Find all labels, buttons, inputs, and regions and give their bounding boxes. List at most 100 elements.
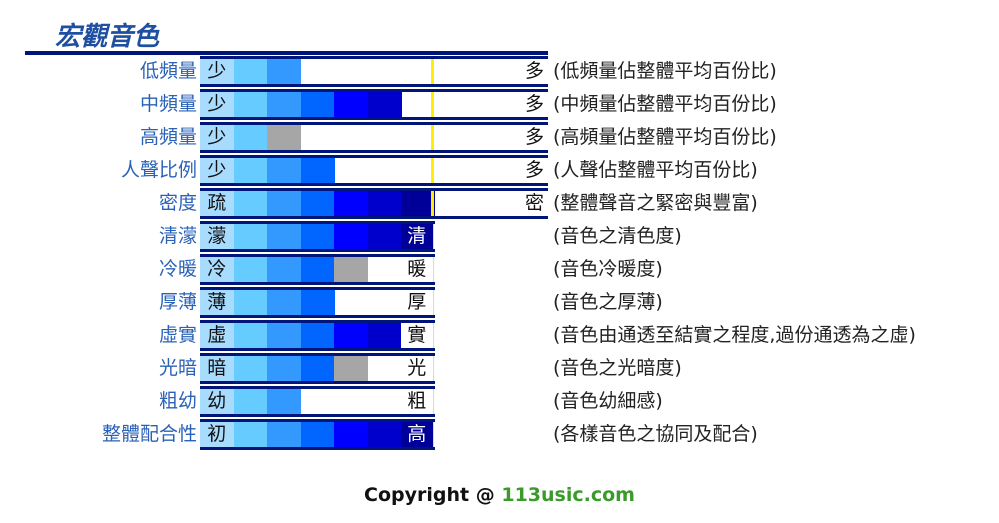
level-cell — [267, 389, 301, 414]
low-cell: 虛 — [200, 323, 234, 348]
level-cell — [233, 59, 268, 84]
level-cell — [367, 191, 402, 216]
level-cell — [367, 422, 402, 447]
level-cell — [267, 356, 301, 381]
level-cell — [267, 158, 301, 183]
row-description: (低頻量佔整體平均百份比) — [553, 60, 777, 82]
level-cell — [233, 224, 268, 249]
low-cell: 幼 — [200, 389, 234, 414]
row-description: (各樣音色之協同及配合) — [553, 423, 758, 445]
level-cell — [334, 224, 368, 249]
scale-end-line — [431, 356, 434, 381]
scale-end-line — [431, 389, 434, 414]
high-cell: 清 — [401, 224, 433, 249]
row-description: (音色之厚薄) — [553, 291, 663, 313]
level-cell — [267, 59, 301, 84]
row-description: (音色冷暖度) — [553, 258, 663, 280]
level-cell — [300, 191, 335, 216]
low-cell: 薄 — [200, 290, 234, 315]
high-cell: 光 — [401, 356, 433, 381]
row-label: 整體配合性 — [101, 423, 197, 445]
high-word: 多 — [524, 159, 544, 181]
title-rule — [25, 51, 548, 55]
row-label: 厚薄 — [158, 291, 197, 313]
row-label: 高頻量 — [139, 126, 197, 148]
level-cell — [233, 422, 268, 447]
level-cell — [233, 125, 268, 150]
row-description: (高頻量佔整體平均百份比) — [553, 126, 777, 148]
scale-end-line — [431, 158, 434, 183]
level-partial-cell — [334, 257, 368, 282]
row-description: (整體聲音之緊密與豐富) — [553, 192, 758, 214]
row-label: 光暗 — [158, 357, 197, 379]
high-cell: 厚 — [401, 290, 433, 315]
low-cell: 初 — [200, 422, 234, 447]
level-partial-cell — [267, 125, 301, 150]
level-cell — [300, 323, 335, 348]
level-cell — [267, 92, 301, 117]
row-label: 低頻量 — [139, 60, 197, 82]
low-cell: 疏 — [200, 191, 234, 216]
row-description: (音色幼細感) — [553, 390, 663, 412]
scale-end-line — [431, 125, 434, 150]
level-cell — [233, 290, 268, 315]
low-cell: 少 — [200, 59, 234, 84]
scale-end-line — [431, 290, 434, 315]
level-cell — [367, 92, 402, 117]
high-cell: 粗 — [401, 389, 433, 414]
high-word: 多 — [524, 126, 544, 148]
row-label: 冷暖 — [158, 258, 197, 280]
low-cell: 少 — [200, 125, 234, 150]
scale-end-line — [431, 224, 434, 249]
level-partial-cell — [334, 356, 368, 381]
row-label: 清濛 — [158, 225, 197, 247]
level-cell — [300, 158, 335, 183]
row-description: (中頻量佔整體平均百份比) — [553, 93, 777, 115]
level-cell — [233, 323, 268, 348]
level-cell — [401, 191, 435, 216]
level-cell — [233, 191, 268, 216]
level-cell — [300, 356, 335, 381]
scale-end-line — [431, 92, 434, 117]
footer: Copyright @ 113usic.com — [0, 484, 999, 506]
scale-end-line — [431, 257, 434, 282]
row-label: 中頻量 — [139, 93, 197, 115]
level-cell — [300, 224, 335, 249]
high-cell: 高 — [401, 422, 433, 447]
level-cell — [233, 92, 268, 117]
level-cell — [267, 422, 301, 447]
site: 113usic.com — [501, 484, 635, 506]
scale-end-line — [431, 191, 434, 216]
level-cell — [233, 389, 268, 414]
row-label: 粗幼 — [158, 390, 197, 412]
level-cell — [267, 323, 301, 348]
scale-end-line — [431, 323, 434, 348]
level-cell — [267, 224, 301, 249]
copyright: Copyright @ — [364, 484, 502, 506]
high-word: 多 — [524, 60, 544, 82]
row-description: (音色之清色度) — [553, 225, 682, 247]
scale-end-line — [431, 59, 434, 84]
row-description: (人聲佔整體平均百份比) — [553, 159, 758, 181]
title: 宏觀音色 — [55, 22, 160, 52]
low-cell: 冷 — [200, 257, 234, 282]
scale-end-line — [431, 422, 434, 447]
row-label: 虛實 — [158, 324, 197, 346]
low-cell: 暗 — [200, 356, 234, 381]
level-cell — [233, 356, 268, 381]
level-cell — [334, 323, 368, 348]
row-label: 人聲比例 — [120, 159, 197, 181]
level-cell — [300, 422, 335, 447]
level-cell — [300, 290, 335, 315]
level-cell — [233, 158, 268, 183]
level-cell — [300, 92, 335, 117]
level-cell — [334, 422, 368, 447]
level-cell — [300, 257, 335, 282]
high-cell: 實 — [401, 323, 433, 348]
level-cell — [267, 191, 301, 216]
high-word: 密 — [524, 192, 544, 214]
row-description: (音色之光暗度) — [553, 357, 682, 379]
level-cell — [334, 92, 368, 117]
high-word: 多 — [524, 93, 544, 115]
